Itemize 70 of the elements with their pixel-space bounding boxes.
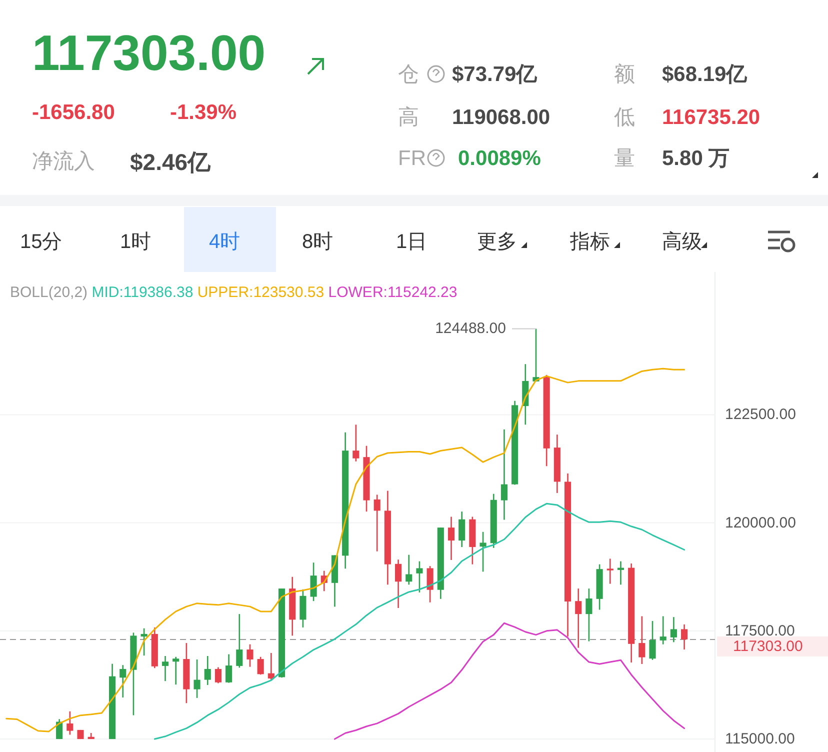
candlestick [395,558,402,609]
line-series [154,502,686,740]
candlestick [120,664,126,698]
candlestick [638,616,646,665]
text: 117303.00 [32,25,266,81]
candlestick [226,654,232,684]
candlestick [257,656,264,676]
text: 指标 [569,231,610,253]
y-tick-label: 120000.00 [725,514,796,532]
candlestick [236,613,243,668]
text: -1656.80 [32,101,115,124]
candlestick [172,656,180,686]
text: $73.79亿 [452,63,538,86]
text: 0.0089% [458,147,542,170]
text: 119068.00 [452,106,550,129]
text: -1.39% [170,101,237,124]
candlestick [500,428,508,520]
candlestick [66,710,74,736]
text: 高 [398,106,419,129]
candlestick [214,666,222,684]
candlestick [660,616,666,645]
candlestick [480,531,486,572]
candlestick [426,565,434,604]
text: 净流入 [32,150,95,173]
line-series [334,622,686,740]
text: 更多 [477,231,517,253]
text: 15分 [20,231,62,253]
candlestick [246,644,254,668]
candlestick [204,655,211,686]
candlestick [575,588,582,648]
y-tick-label: 122500.00 [725,406,796,424]
text: 8时 [302,231,334,253]
text: 1时 [120,231,152,253]
text: 量 [614,147,635,170]
candlestick [352,424,360,462]
y-tick-label: 117500.00 [725,622,795,640]
candlestick [458,510,466,548]
text: 高级 [662,230,702,253]
candlestick [310,562,317,602]
annotation: 124488.00 [435,320,506,338]
text: LOWER:115242.23 [328,284,458,301]
legend-title: BOLL(20,2) [10,284,92,301]
text: UPPER:123530.53 [197,284,328,301]
candlestick [606,558,614,584]
candlestick [140,628,148,656]
candlestick [416,560,423,594]
text: 仓 [398,63,419,86]
candlestick [406,554,412,586]
text: $2.46亿 [130,149,212,175]
candlestick [586,588,592,642]
text: MID:119386.38 [92,284,198,301]
text: $68.19亿 [662,63,748,86]
candlestick [448,516,455,561]
candlestick [194,658,200,699]
candlestick [649,620,656,661]
text: 1日 [396,231,428,253]
text: FR [398,147,426,170]
text: 5.80 万 [662,147,730,170]
candlestick [617,560,624,586]
candlestick [162,655,169,682]
candlestick [681,624,688,650]
y-tick-label: 115000.00 [725,730,795,748]
text: 低 [614,106,635,129]
candlestick [374,494,380,552]
text: 116735.20 [662,106,760,129]
candlestick [300,588,306,628]
candlestick [670,616,677,643]
ref-line-label: 117303.00 [733,638,803,655]
text: 4时 [209,231,240,253]
text: 额 [614,63,635,86]
